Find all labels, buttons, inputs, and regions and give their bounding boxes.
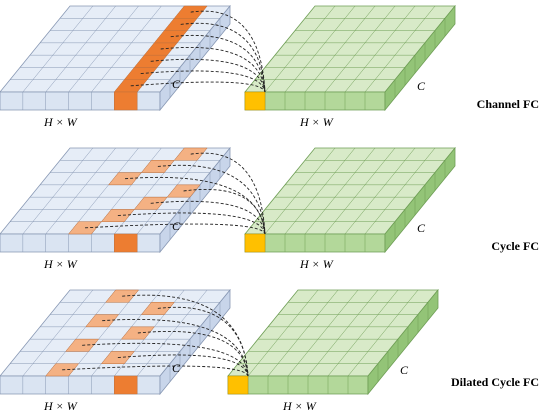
connection — [137, 330, 249, 377]
front-cell — [114, 375, 138, 395]
panel-name: Cycle FC — [491, 239, 539, 253]
connection — [117, 212, 266, 235]
connection — [157, 306, 249, 377]
connection — [130, 81, 266, 93]
side-face — [384, 146, 456, 254]
grid-line — [284, 5, 356, 93]
grid-line — [264, 147, 336, 235]
connection — [84, 223, 266, 235]
highlight-cell — [105, 289, 140, 303]
left-hw-label: H × W — [43, 115, 78, 129]
grid-line — [307, 289, 379, 377]
connection — [150, 200, 266, 235]
left-c-label: C — [172, 77, 181, 91]
grid-line — [45, 147, 116, 235]
connection — [122, 294, 249, 377]
side-face — [159, 146, 231, 254]
right-c-label: C — [400, 363, 409, 377]
grid-line — [347, 289, 419, 377]
connection — [150, 58, 266, 93]
front-cell — [114, 233, 138, 253]
panel-name: Dilated Cycle FC — [451, 375, 539, 389]
connection — [183, 188, 266, 235]
connection — [140, 70, 266, 93]
grid-line — [68, 289, 139, 377]
grid-line — [267, 289, 339, 377]
connection — [190, 152, 266, 235]
grid-line — [327, 289, 399, 377]
connection — [170, 35, 266, 93]
grid-line — [284, 147, 356, 235]
side-face — [159, 288, 231, 396]
side-face — [384, 4, 456, 112]
target-cell — [244, 91, 266, 111]
connection — [190, 10, 266, 93]
side-face — [367, 288, 439, 396]
right-c-label: C — [417, 221, 426, 235]
grid-line — [45, 289, 116, 377]
grid-line — [324, 5, 396, 93]
grid-line — [287, 289, 359, 377]
grid-line — [364, 147, 436, 235]
grid-line — [22, 147, 94, 235]
grid-line — [22, 289, 94, 377]
grid-line — [247, 289, 319, 377]
right-hw-label: H × W — [299, 115, 334, 129]
connection — [82, 342, 249, 377]
connection — [62, 365, 249, 377]
highlight-cell — [65, 338, 100, 352]
connection — [157, 164, 266, 235]
front-cell — [114, 91, 138, 111]
grid-line — [344, 5, 416, 93]
panel-name: Channel FC — [477, 97, 539, 111]
left-c-label: C — [172, 219, 181, 233]
left-hw-label: H × W — [43, 399, 78, 413]
grid-line — [364, 5, 436, 93]
grid-line — [136, 289, 208, 377]
grid-line — [68, 5, 139, 93]
connection — [102, 318, 249, 377]
highlight-cell — [140, 302, 175, 315]
right-hw-label: H × W — [282, 399, 317, 413]
target-cell — [244, 233, 266, 253]
front-face — [244, 91, 386, 111]
grid-line — [68, 147, 139, 235]
connection — [117, 354, 249, 377]
front-face — [227, 375, 369, 395]
connection — [180, 22, 266, 93]
grid-line — [324, 147, 396, 235]
grid-line — [91, 5, 162, 93]
connection — [124, 176, 266, 235]
grid-line — [45, 5, 116, 93]
grid-line — [264, 5, 336, 93]
left-c-label: C — [172, 361, 181, 375]
target-cell — [227, 375, 249, 395]
side-face — [159, 4, 231, 112]
right-hw-label: H × W — [299, 257, 334, 271]
left-hw-label: H × W — [43, 257, 78, 271]
connection — [160, 46, 266, 93]
right-c-label: C — [417, 79, 426, 93]
highlight-cell — [85, 314, 120, 328]
front-face — [244, 233, 386, 253]
grid-line — [304, 5, 376, 93]
grid-line — [344, 147, 416, 235]
grid-line — [22, 5, 94, 93]
grid-line — [304, 147, 376, 235]
